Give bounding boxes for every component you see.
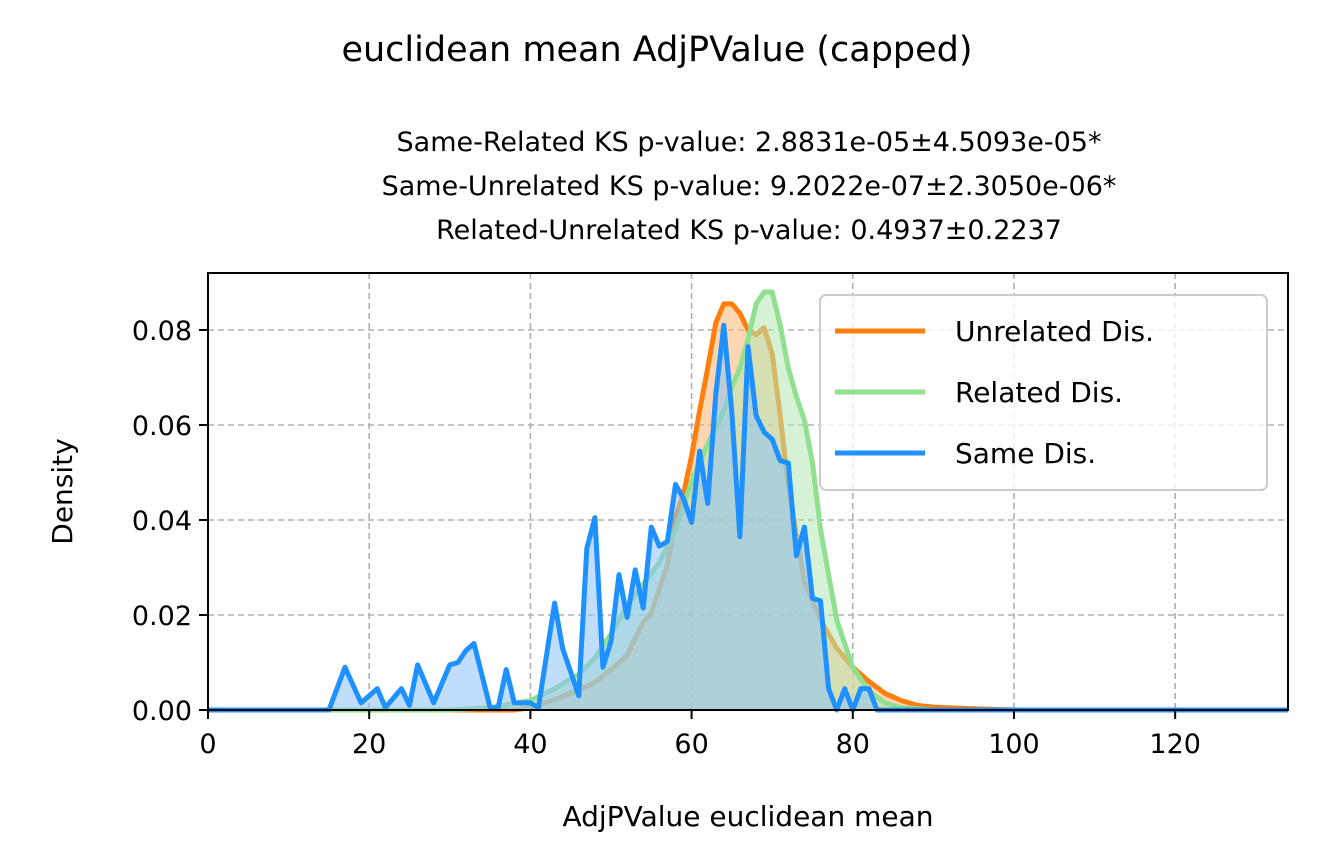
y-tick-label: 0.08 — [132, 316, 192, 347]
legend-label: Same Dis. — [955, 437, 1096, 470]
x-tick-label: 60 — [674, 729, 708, 760]
y-tick-label: 0.06 — [132, 411, 192, 442]
x-tick-label: 40 — [513, 729, 547, 760]
y-axis-label: Density — [46, 438, 79, 544]
same-dis-line — [208, 322, 1288, 713]
legend-label: Unrelated Dis. — [955, 315, 1154, 348]
same-dis-area — [208, 325, 1288, 710]
subtitle-line-1: Same-Related KS p-value: 2.8831e-05±4.50… — [396, 127, 1102, 158]
y-tick-label: 0.02 — [132, 601, 192, 632]
x-tick-label: 120 — [1149, 729, 1201, 760]
x-tick-label: 20 — [352, 729, 386, 760]
ticks: 0 20 40 60 80 100 120 0.00 0.02 0.04 0.06 0.08 — [132, 316, 1201, 760]
subtitle-line-3: Related-Unrelated KS p-value: 0.4937±0.2… — [436, 215, 1062, 246]
y-tick-label: 0.00 — [132, 696, 192, 727]
x-tick-label: 0 — [199, 729, 216, 760]
y-tick-label: 0.04 — [132, 506, 192, 537]
legend-box — [819, 294, 1268, 491]
x-tick-label: 80 — [836, 729, 870, 760]
plot-frame — [207, 272, 1289, 711]
legend: Unrelated Dis. Related Dis. Same Dis. — [819, 294, 1268, 491]
subtitle-line-2: Same-Unrelated KS p-value: 9.2022e-07±2.… — [381, 171, 1117, 202]
x-axis-label: AdjPValue euclidean mean — [562, 800, 933, 833]
series-layer — [208, 289, 1288, 713]
x-tick-label: 100 — [988, 729, 1040, 760]
legend-label: Related Dis. — [955, 376, 1123, 409]
figure-title: euclidean mean AdjPValue (capped) — [341, 30, 973, 70]
